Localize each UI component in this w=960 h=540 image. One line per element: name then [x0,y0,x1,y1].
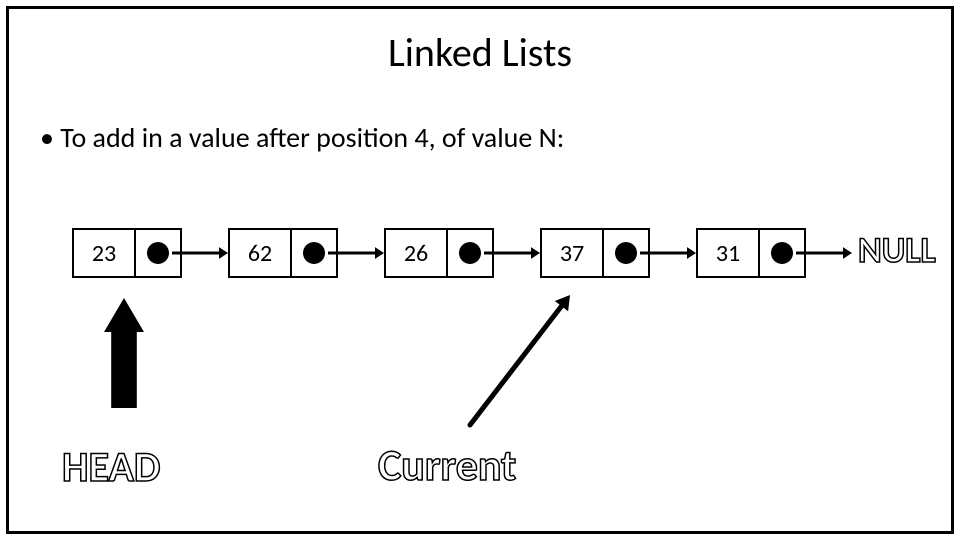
list-node: 26 [384,228,494,278]
bullet-text: To add in a value after position 4, of v… [40,120,564,155]
next-arrow-icon [806,228,852,278]
list-node: 62 [228,228,338,278]
node-value: 37 [542,230,604,276]
node-value: 26 [386,230,448,276]
pointer-dot-icon [147,242,169,264]
next-arrow-icon [338,228,384,278]
next-arrow-icon [650,228,696,278]
head-pointer-arrow [104,298,144,413]
null-label: NULL [858,228,936,272]
next-arrow-icon [494,228,540,278]
node-value: 23 [74,230,136,276]
next-arrow-icon [182,228,228,278]
head-label: HEAD [62,442,160,493]
list-node: 31 [696,228,806,278]
list-node: 37 [540,228,650,278]
current-label: Current [378,438,516,492]
pointer-dot-icon [771,242,793,264]
node-value: 62 [230,230,292,276]
current-pointer-arrow [450,275,590,445]
pointer-dot-icon [615,242,637,264]
node-value: 31 [698,230,760,276]
linked-list-row: 23 62 26 37 31 [72,228,852,278]
list-node: 23 [72,228,182,278]
pointer-dot-icon [459,242,481,264]
pointer-dot-icon [303,242,325,264]
page-title: Linked Lists [0,28,960,77]
